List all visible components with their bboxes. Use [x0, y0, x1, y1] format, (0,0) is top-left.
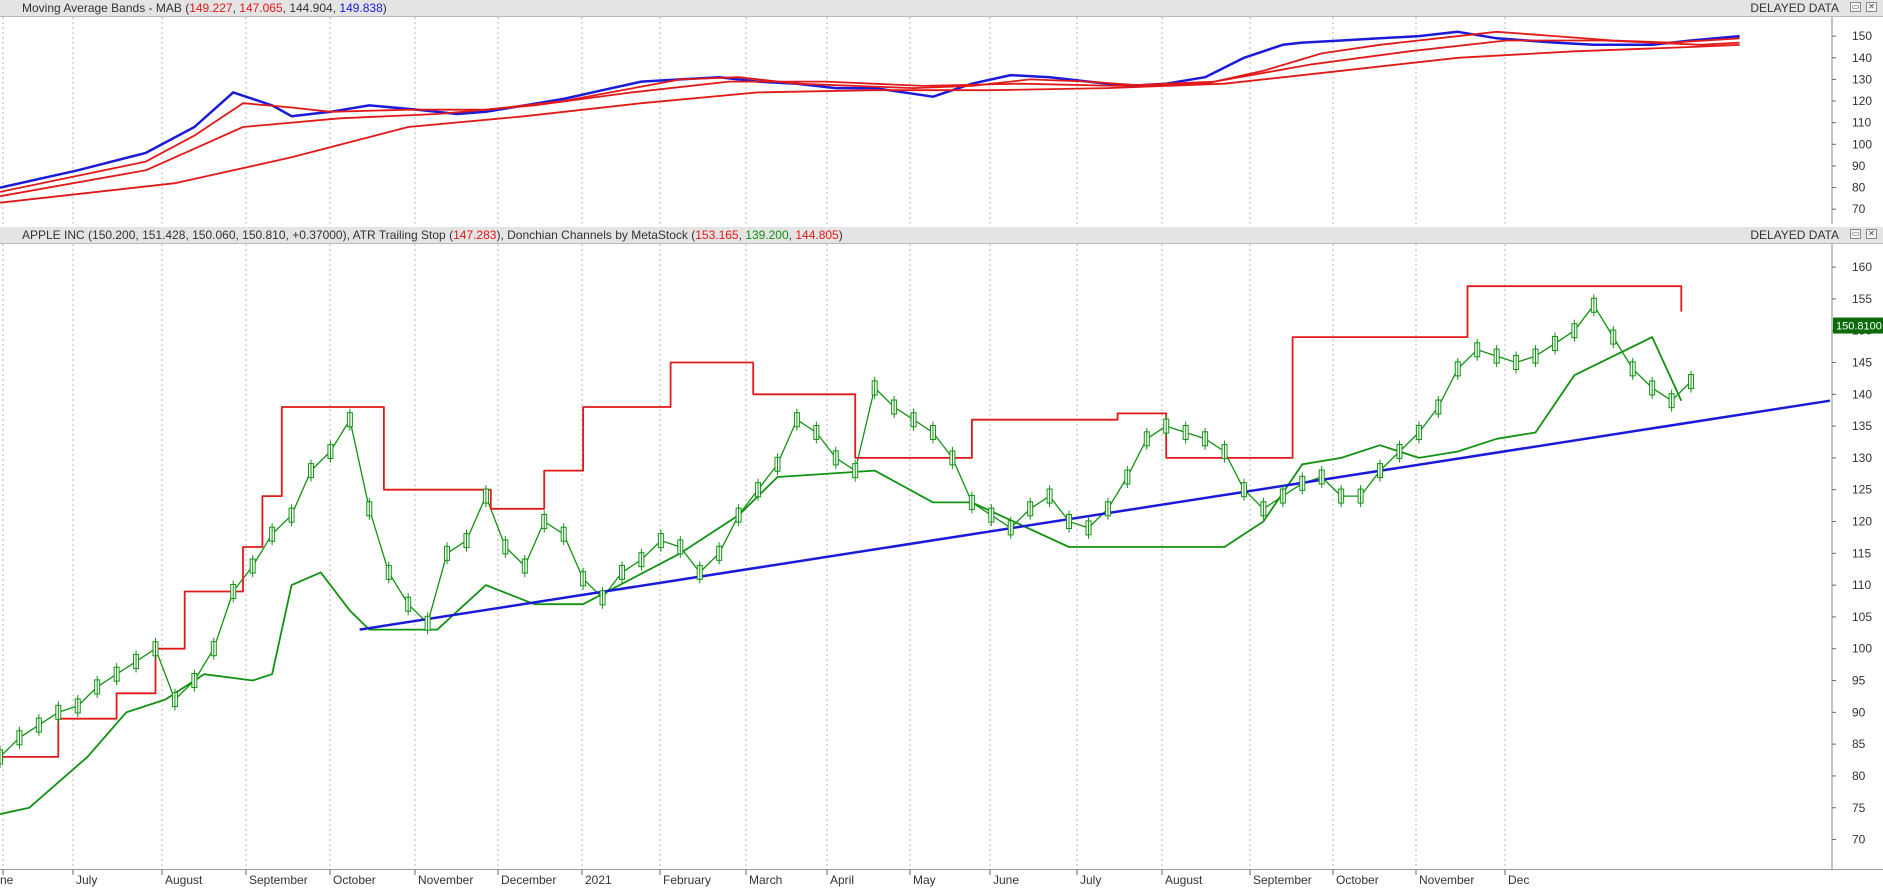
- x-tick-label: July: [1080, 873, 1101, 887]
- y-tick-label: 110: [1852, 116, 1871, 130]
- last-price-label: 150.8100: [1836, 321, 1882, 333]
- x-tick-label: ne: [0, 873, 14, 887]
- y-tick-label: 135: [1852, 419, 1872, 433]
- y-tick-label: 75: [1852, 801, 1866, 815]
- y-tick-label: 100: [1852, 642, 1872, 656]
- y-tick-label: 80: [1852, 769, 1866, 783]
- main-delayed-label: DELAYED DATA: [1750, 228, 1839, 242]
- main-panel-header: APPLE INC (150.200, 151.428, 150.060, 15…: [0, 227, 1883, 244]
- x-tick-label: March: [749, 873, 782, 887]
- y-tick-label: 140: [1852, 51, 1872, 65]
- x-axis: ne July August September October November Dece…: [0, 869, 1883, 887]
- x-tick-label: 2021: [585, 873, 612, 887]
- y-tick-label: 70: [1852, 202, 1866, 216]
- x-tick-label: February: [663, 873, 711, 887]
- y-tick-label: 90: [1852, 705, 1866, 719]
- y-tick-label: 120: [1852, 94, 1872, 108]
- last-price-badge: [1833, 317, 1883, 334]
- mab-delayed-label: DELAYED DATA: [1750, 1, 1839, 15]
- x-tick-label: October: [1336, 873, 1379, 887]
- x-tick-label: November: [418, 873, 473, 887]
- x-tick-label: November: [1419, 873, 1474, 887]
- y-tick-label: 110: [1852, 578, 1871, 592]
- x-tick-label: September: [1253, 873, 1312, 887]
- y-tick-label: 120: [1852, 515, 1872, 529]
- y-tick-label: 155: [1852, 292, 1872, 306]
- y-tick-label: 95: [1852, 674, 1866, 688]
- x-tick-label: May: [913, 873, 936, 887]
- main-close-button[interactable]: ✕: [1866, 229, 1877, 239]
- x-tick-label: September: [249, 873, 308, 887]
- series-line-donchian-upper: [0, 285, 1683, 758]
- y-tick-label: 125: [1852, 483, 1872, 497]
- y-tick-label: 80: [1852, 181, 1866, 195]
- series-line-apple-inc: [0, 304, 1692, 758]
- x-tick-label: Dec: [1508, 873, 1529, 887]
- series-line-149-227: [0, 30, 1740, 193]
- series-line-144-904: [0, 43, 1740, 204]
- y-tick-label: 150: [1852, 29, 1872, 43]
- y-tick-label: 130: [1852, 451, 1872, 465]
- mab-panel-header: Moving Average Bands - MAB (149.227, 147…: [0, 0, 1883, 17]
- y-tick-label: 105: [1852, 610, 1872, 624]
- price-chart: 70 75 80 85 90 95 100 105 110 115 120 125 130 135 140 1…: [0, 244, 1883, 869]
- y-tick-label: 100: [1852, 137, 1872, 151]
- series-line-147-065: [0, 39, 1740, 198]
- mab-minimize-button[interactable]: ▭: [1850, 2, 1861, 12]
- y-tick-label: 160: [1852, 260, 1872, 274]
- x-tick-label: July: [76, 873, 97, 887]
- x-tick-label: August: [165, 873, 203, 887]
- y-tick-label: 130: [1852, 72, 1872, 86]
- y-tick-label: 90: [1852, 159, 1866, 173]
- main-minimize-button[interactable]: ▭: [1850, 229, 1861, 239]
- y-tick-label: 85: [1852, 737, 1866, 751]
- x-tick-label: December: [501, 873, 556, 887]
- mab-panel-title: Moving Average Bands - MAB (149.227, 147…: [22, 1, 387, 15]
- y-tick-label: 145: [1852, 355, 1872, 369]
- price-candle: [0, 749, 3, 765]
- x-tick-label: October: [333, 873, 376, 887]
- mab-chart: 70 80 90 100 110 120 130 140 150: [0, 17, 1872, 224]
- main-panel-title: APPLE INC (150.200, 151.428, 150.060, 15…: [22, 228, 843, 242]
- x-tick-label: June: [993, 873, 1019, 887]
- series-line-trendline: [359, 399, 1831, 631]
- y-tick-label: 115: [1852, 546, 1871, 560]
- y-tick-label: 140: [1852, 387, 1872, 401]
- mab-close-button[interactable]: ✕: [1866, 2, 1877, 12]
- x-tick-label: August: [1165, 873, 1203, 887]
- x-tick-label: April: [830, 873, 854, 887]
- y-tick-label: 70: [1852, 833, 1866, 847]
